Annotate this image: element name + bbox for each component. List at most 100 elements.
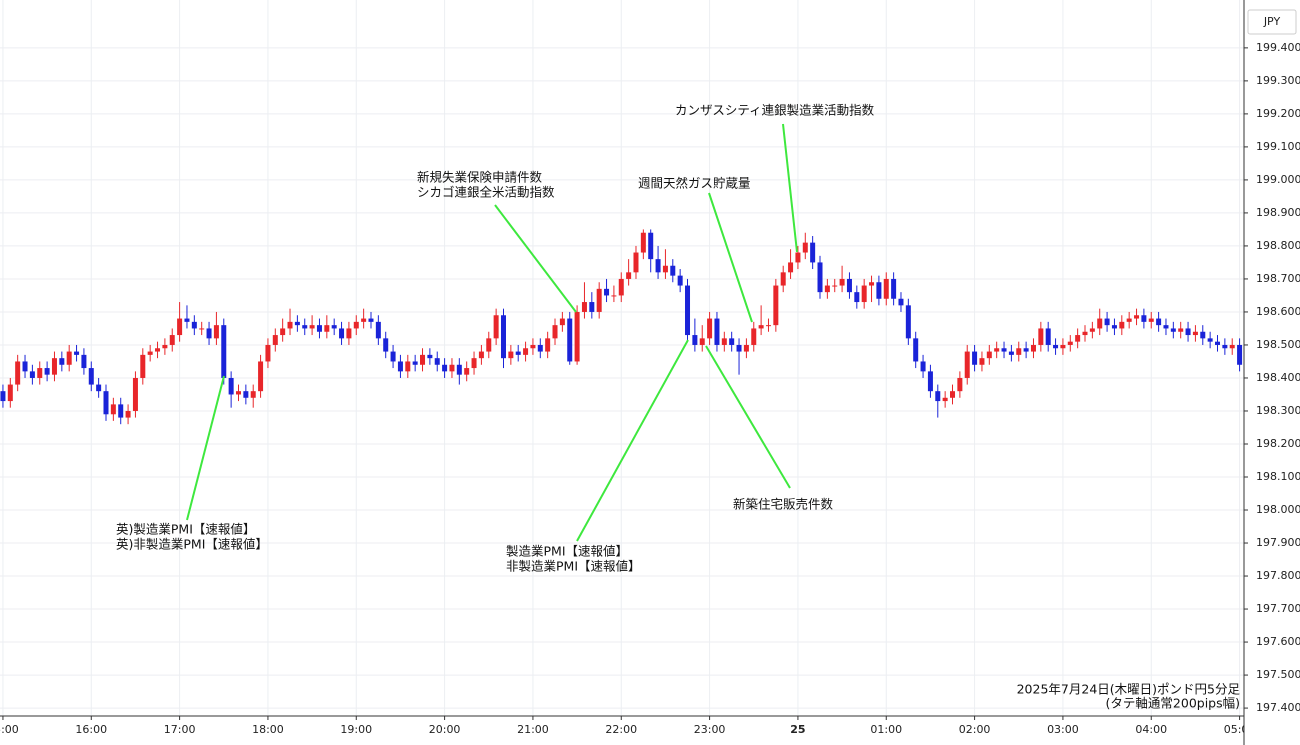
y-tick-label: 197.900 — [1256, 536, 1300, 549]
annotation: 英)製造業PMI【速報値】 — [116, 522, 255, 537]
candle-body — [96, 384, 102, 392]
candle-body — [994, 348, 1000, 352]
candle-body — [537, 344, 543, 352]
candle-body — [169, 335, 175, 345]
candle-body — [420, 354, 426, 365]
candle-body — [493, 315, 499, 339]
candle-body — [581, 302, 587, 312]
y-tick-label: 198.500 — [1256, 338, 1300, 351]
candle-body — [206, 328, 212, 339]
candle-body — [736, 344, 742, 352]
x-tick-label: 16:00 — [75, 723, 107, 736]
candle-body — [1178, 328, 1184, 332]
candle-body — [353, 321, 359, 329]
candle-body — [883, 278, 889, 299]
annotation: 非製造業PMI【速報値】 — [506, 559, 641, 574]
candle-body — [1060, 344, 1066, 349]
candle-body — [1200, 331, 1206, 339]
candle-body — [839, 278, 845, 286]
candle-body — [162, 344, 168, 349]
candle-body — [788, 262, 794, 273]
candle-body — [707, 318, 713, 339]
candle-body — [567, 318, 573, 362]
annotation-line — [708, 192, 753, 323]
candle-body — [913, 338, 919, 362]
candle-body — [1016, 348, 1022, 355]
candle-body — [950, 391, 956, 398]
caption: (タテ軸通常200pips幅) — [1106, 696, 1240, 711]
y-tick-label: 199.000 — [1256, 173, 1300, 186]
candle-body — [1097, 318, 1103, 329]
candle-body — [765, 325, 771, 327]
candle-body — [29, 371, 35, 378]
candle-body — [294, 321, 300, 326]
candle-body — [88, 368, 94, 385]
candle-body — [942, 397, 948, 402]
candle-body — [795, 252, 801, 263]
candle-body — [442, 364, 448, 372]
candle-body — [515, 351, 521, 355]
candle-body — [427, 354, 433, 359]
annotation-line — [782, 123, 798, 253]
x-tick-label: 01:00 — [870, 723, 902, 736]
candle-body — [846, 278, 852, 293]
candle-body — [964, 351, 970, 378]
candle-body — [221, 325, 227, 378]
y-tick-label: 197.500 — [1256, 668, 1300, 681]
candle-body — [110, 404, 116, 415]
candle-body — [574, 311, 580, 362]
candle-body — [15, 361, 21, 385]
candle-body — [677, 275, 683, 286]
x-tick-label: 25 — [790, 723, 805, 736]
candle-body — [876, 282, 882, 299]
y-tick-label: 197.800 — [1256, 569, 1300, 582]
y-tick-label: 197.700 — [1256, 602, 1300, 615]
candle-body — [596, 288, 602, 312]
candle-body — [7, 384, 13, 402]
candle-body — [287, 321, 293, 329]
candle-body — [869, 282, 875, 286]
x-tick-label: 20:00 — [429, 723, 461, 736]
candle-body — [685, 285, 691, 336]
candle-body — [1126, 318, 1132, 322]
caption: 2025年7月24日(木曜日)ポンド円5分足 — [1017, 682, 1241, 697]
y-tick-label: 197.400 — [1256, 701, 1300, 714]
candle-body — [132, 377, 138, 411]
candle-body — [339, 328, 345, 339]
annotation: 週間天然ガス貯蔵量 — [638, 176, 751, 191]
candle-body — [508, 351, 514, 359]
candle-body — [213, 325, 219, 339]
candle-body — [721, 338, 727, 345]
candle-body — [626, 272, 632, 279]
y-tick-label: 199.400 — [1256, 41, 1300, 54]
candle-body — [412, 361, 418, 365]
annotation-line — [494, 204, 577, 313]
candle-body — [199, 328, 205, 330]
candle-body — [655, 259, 661, 273]
candle-body — [235, 391, 241, 395]
candle-body — [1111, 325, 1117, 329]
annotation: カンザスシティ連銀製造業活動指数 — [675, 103, 875, 118]
candle-body — [1141, 315, 1147, 322]
candle-body — [228, 377, 234, 395]
annotation: 英)非製造業PMI【速報値】 — [116, 537, 268, 552]
candle-body — [1119, 321, 1125, 329]
candle-body — [1082, 331, 1088, 336]
y-tick-label: 199.300 — [1256, 74, 1300, 87]
candle-body — [545, 338, 551, 352]
candle-body — [729, 338, 735, 345]
candle-body — [1156, 318, 1162, 326]
candle-body — [920, 361, 926, 372]
candle-body — [375, 321, 381, 339]
candle-body — [640, 232, 646, 253]
candle-body — [1214, 341, 1221, 345]
candle-body — [1089, 328, 1095, 332]
candle-body — [1237, 344, 1243, 365]
candle-body — [59, 358, 65, 365]
candle-body — [103, 391, 109, 415]
candle-body — [986, 351, 992, 359]
annotation: 製造業PMI【速報値】 — [506, 544, 628, 559]
candle-body — [0, 391, 6, 402]
candle-body — [434, 358, 440, 365]
candle-body — [390, 351, 396, 362]
